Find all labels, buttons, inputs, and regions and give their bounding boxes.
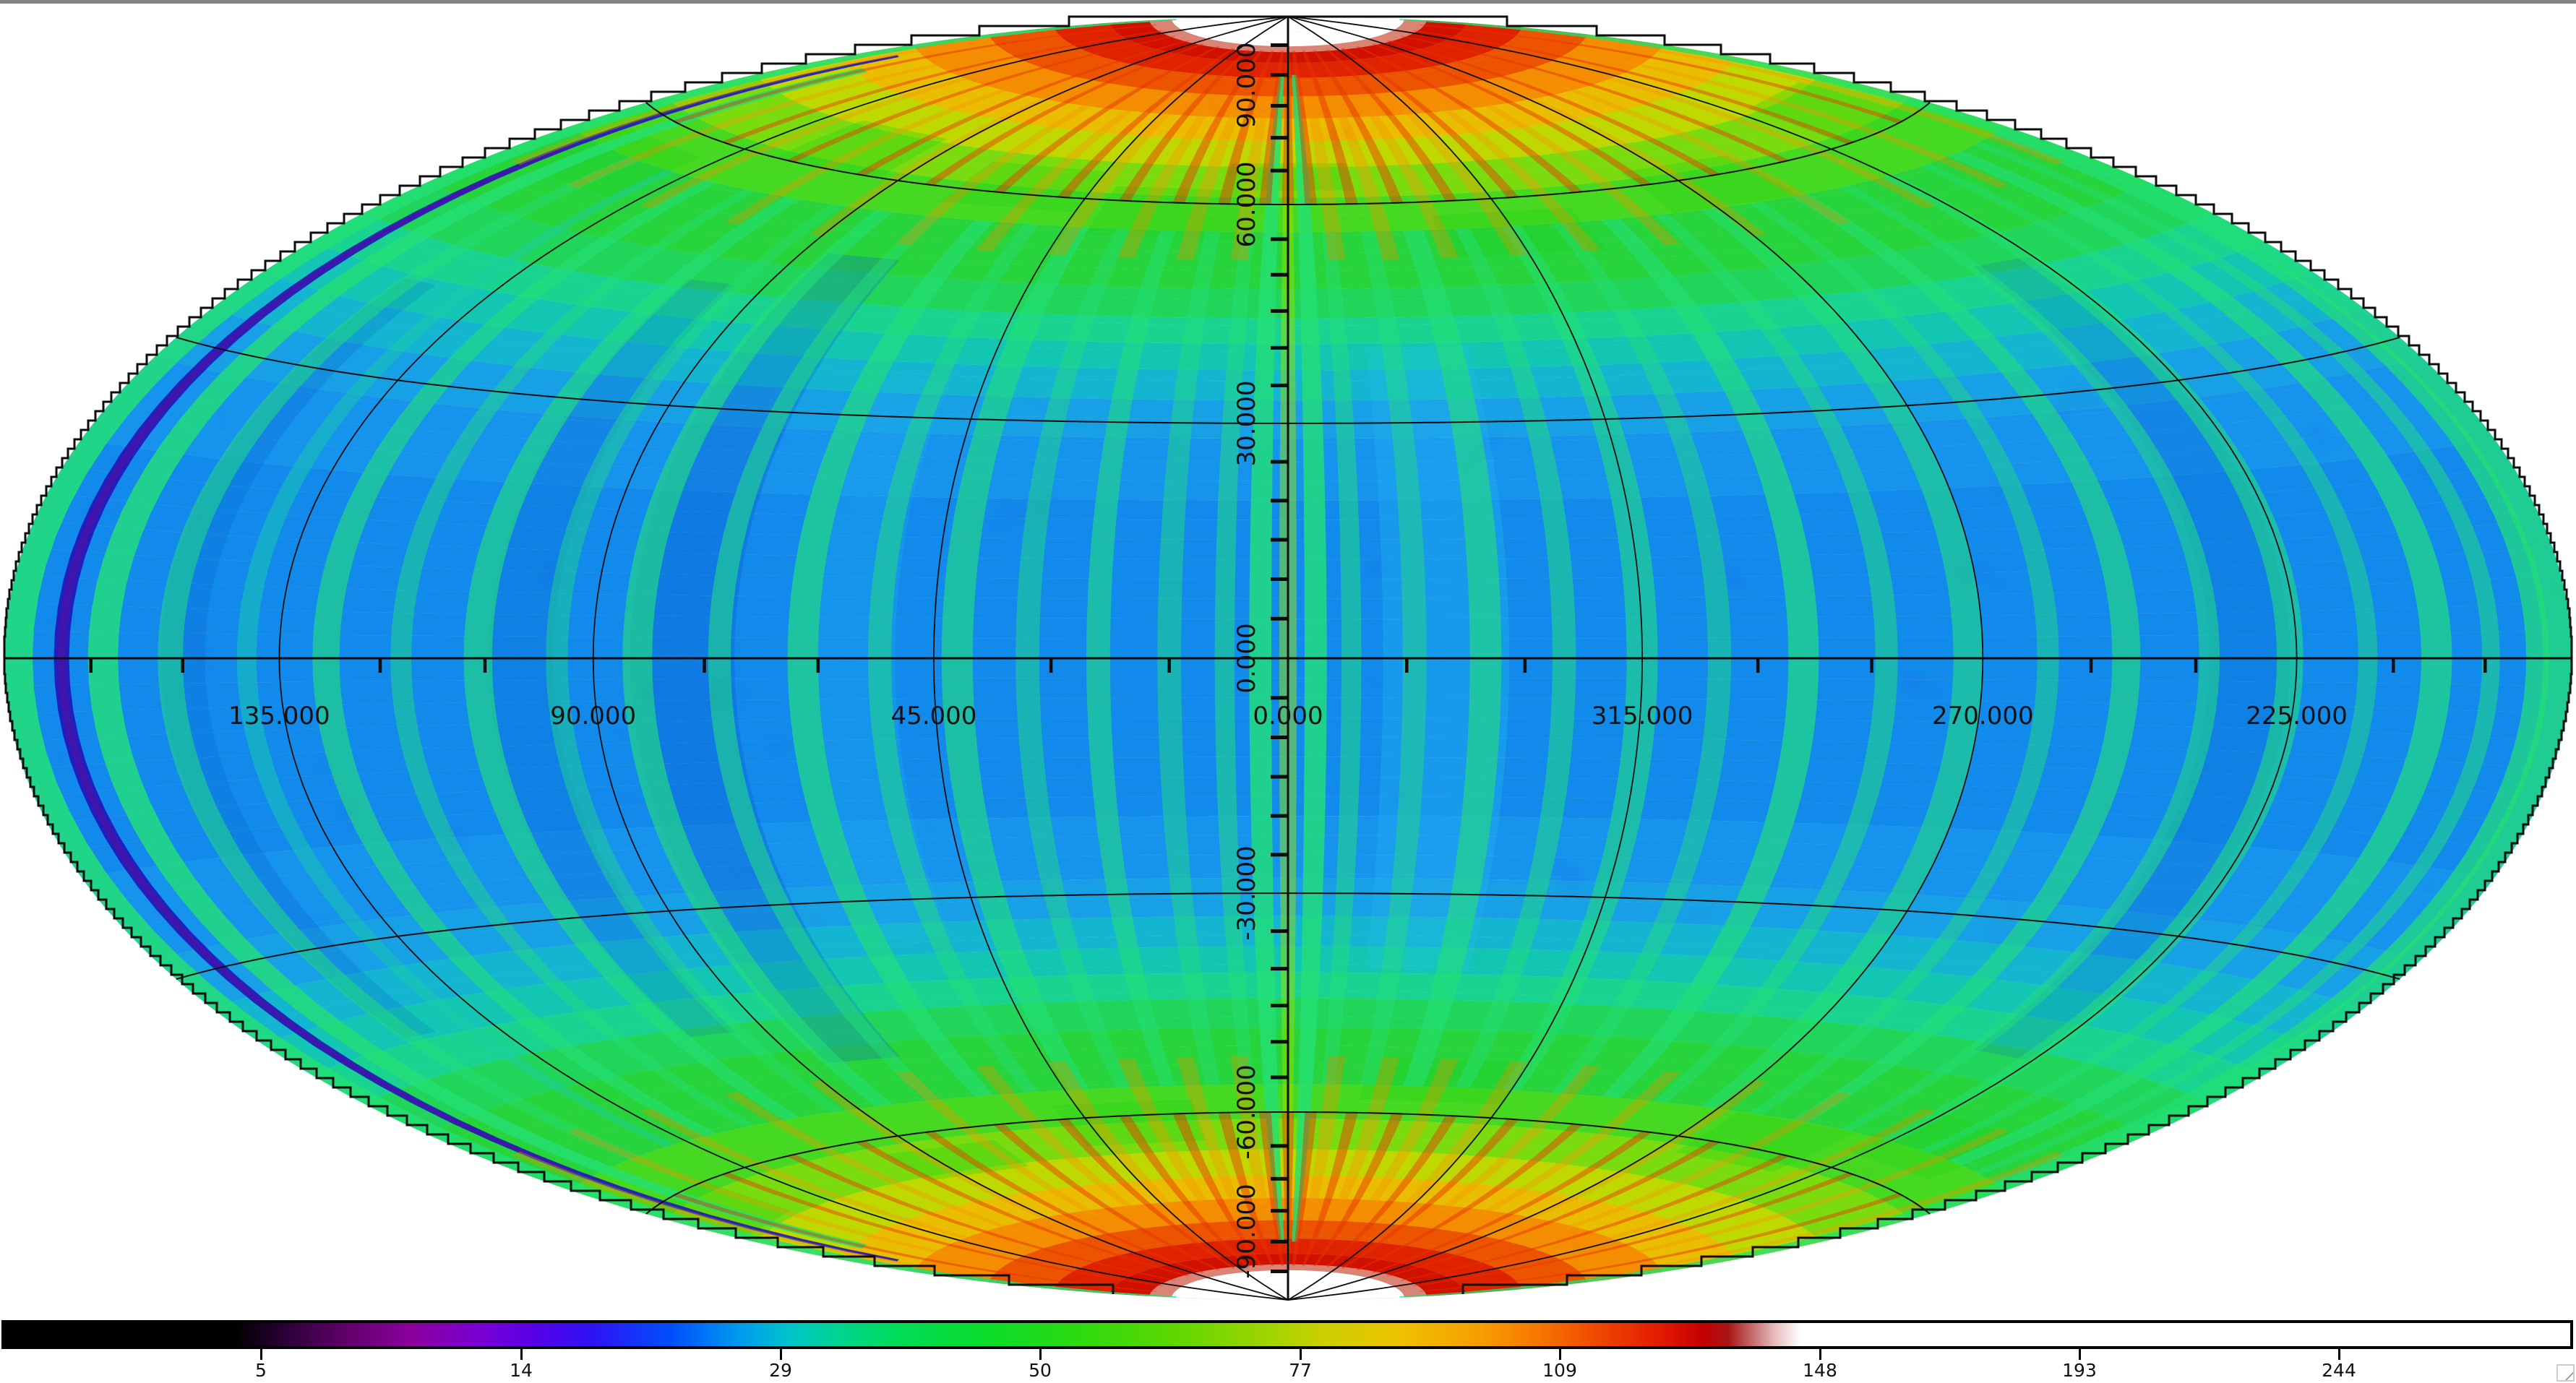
colorbar-tick: [520, 1349, 523, 1360]
lat-label: -90.000: [1232, 1184, 1261, 1278]
lat-label: 0.000: [1232, 623, 1261, 693]
colorbar-tick-label: 148: [1803, 1360, 1837, 1381]
parallel-line: [176, 336, 2400, 424]
colorbar-tick: [1300, 1349, 1302, 1360]
window-top-border: [0, 0, 2576, 4]
graticule-ticks: [89, 43, 2487, 1274]
colorbar-tick: [1819, 1349, 1821, 1360]
lat-label: 90.000: [1232, 43, 1261, 129]
colorbar-tick-label: 193: [2062, 1360, 2097, 1381]
colorbar-tick-label: 5: [255, 1360, 267, 1381]
colorbar-tick-label: 50: [1029, 1360, 1052, 1381]
colorbar-tick-label: 29: [769, 1360, 792, 1381]
graticule-labels: 135.000 90.000 45.000 0.000 315.000 270.000 22…: [228, 43, 2348, 1279]
map-edge-right: [1288, 15, 2573, 1294]
colorbar-tick-label: 77: [1289, 1360, 1312, 1381]
map-edge-left: [3, 15, 1288, 1294]
colorbar-gradient[interactable]: [1, 1320, 2573, 1349]
colorbar-tick-label: 244: [2322, 1360, 2356, 1381]
lat-label: 60.000: [1232, 162, 1261, 248]
lon-label: 90.000: [550, 702, 636, 731]
colorbar-tick: [780, 1349, 782, 1360]
lon-label: 270.000: [1932, 702, 2034, 731]
lat-label: 30.000: [1232, 381, 1261, 467]
lon-label: 45.000: [890, 702, 976, 731]
colorbar-tick-label: 109: [1542, 1360, 1577, 1381]
lon-label: 135.000: [228, 702, 330, 731]
lon-label: 315.000: [1592, 702, 1693, 731]
lat-label: -60.000: [1232, 1064, 1261, 1159]
colorbar-tick: [2079, 1349, 2081, 1360]
colorbar-tick: [1559, 1349, 1561, 1360]
colorbar-tick-label: 14: [510, 1360, 533, 1381]
parallel-line: [645, 1111, 1931, 1215]
parallel-line: [176, 892, 2400, 981]
lon-label: 225.000: [2246, 702, 2348, 731]
colorbar-tick: [260, 1349, 262, 1360]
colorbar-tick: [1039, 1349, 1042, 1360]
colorbar-tick: [2338, 1349, 2340, 1360]
lat-label: -30.000: [1232, 845, 1261, 940]
parallel-line: [645, 102, 1931, 205]
resize-handle-icon[interactable]: [2556, 1364, 2575, 1382]
lon-label: 0.000: [1253, 702, 1323, 731]
